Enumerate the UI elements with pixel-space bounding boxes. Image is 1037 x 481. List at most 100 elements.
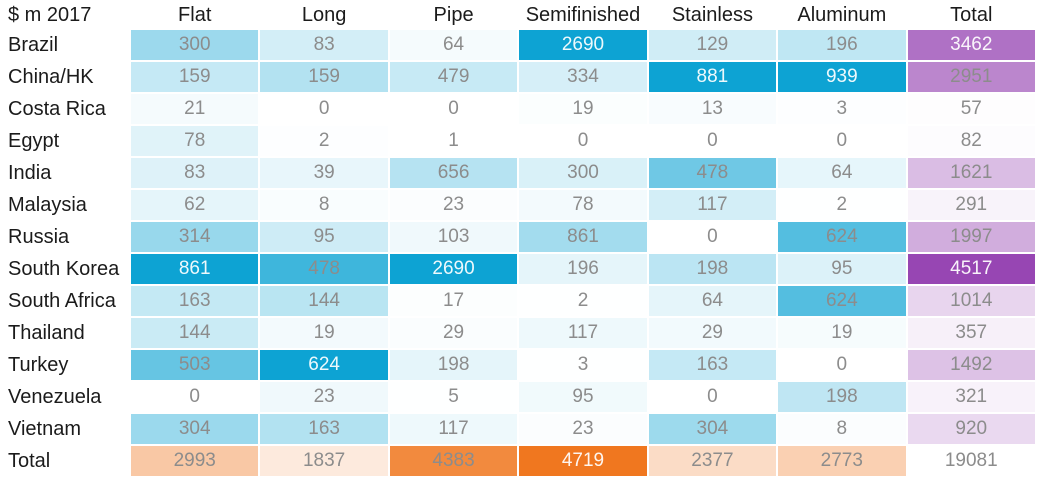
heatmap-cell: 19	[778, 318, 906, 348]
heatmap-cell: 57	[907, 94, 1035, 124]
heatmap-cell: 881	[648, 62, 777, 92]
table-row: Brazil 300 83 64 2690 129 196 3462	[2, 30, 1035, 60]
heatmap-cell: 196	[778, 30, 906, 60]
heatmap-cell: 19	[519, 94, 647, 124]
table-row: Malaysia 62 8 23 78 117 2 291	[2, 190, 1035, 220]
row-label: India	[2, 158, 129, 188]
column-header-stainless: Stainless	[671, 3, 753, 26]
heatmap-cell: 198	[389, 350, 518, 380]
heatmap-cell: 0	[260, 94, 388, 124]
table-row: Venezuela 0 23 5 95 0 198 321	[2, 382, 1035, 412]
heatmap-cell: 0	[648, 382, 777, 412]
heatmap-cell: 3	[519, 350, 647, 380]
heatmap-cell: 1	[389, 126, 518, 156]
row-label: Malaysia	[2, 190, 129, 220]
heatmap-cell: 503	[131, 350, 259, 380]
heatmap-cell: 19	[260, 318, 388, 348]
heatmap-cell: 1621	[907, 158, 1035, 188]
heatmap-cell: 129	[648, 30, 777, 60]
heatmap-cell: 19081	[907, 446, 1035, 476]
heatmap-cell: 159	[131, 62, 259, 92]
heatmap-cell: 163	[131, 286, 259, 316]
heatmap-cell: 198	[648, 254, 777, 284]
heatmap-cell: 29	[389, 318, 518, 348]
table-row: Vietnam 304 163 117 23 304 8 920	[2, 414, 1035, 444]
column-header-aluminum: Aluminum	[797, 3, 887, 26]
row-label: Egypt	[2, 126, 129, 156]
heatmap-cell: 1014	[907, 286, 1035, 316]
heatmap-cell: 0	[778, 126, 906, 156]
heatmap-cell: 478	[260, 254, 388, 284]
heatmap-cell: 2773	[778, 446, 906, 476]
heatmap-cell: 23	[260, 382, 388, 412]
heatmap-cell: 0	[389, 94, 518, 124]
heatmap-cell: 64	[778, 158, 906, 188]
heatmap-cell: 0	[648, 222, 777, 252]
table-row: India 83 39 656 300 478 64 1621	[2, 158, 1035, 188]
heatmap-cell: 2993	[131, 446, 259, 476]
row-label: Brazil	[2, 30, 129, 60]
row-label: Turkey	[2, 350, 129, 380]
heatmap-cell: 0	[519, 126, 647, 156]
heatmap-cell: 198	[778, 382, 906, 412]
unit-label: $ m 2017	[8, 3, 92, 26]
row-label: Vietnam	[2, 414, 129, 444]
heatmap-cell: 95	[260, 222, 388, 252]
heatmap-cell: 861	[131, 254, 259, 284]
heatmap-cell: 5	[389, 382, 518, 412]
heatmap-cell: 78	[519, 190, 647, 220]
heatmap-cell: 29	[648, 318, 777, 348]
table-row: China/HK 159 159 479 334 881 939 2951	[2, 62, 1035, 92]
heatmap-cell: 300	[131, 30, 259, 60]
row-label: Total	[2, 446, 129, 476]
heatmap-cell: 83	[131, 158, 259, 188]
heatmap-cell: 2	[519, 286, 647, 316]
heatmap-cell: 117	[648, 190, 777, 220]
heatmap-cell: 478	[648, 158, 777, 188]
heatmap-cell: 2377	[648, 446, 777, 476]
table-row: Thailand 144 19 29 117 29 19 357	[2, 318, 1035, 348]
heatmap-cell: 62	[131, 190, 259, 220]
heatmap-cell: 624	[778, 222, 906, 252]
heatmap-cell: 39	[260, 158, 388, 188]
column-header-semifinished: Semifinished	[525, 3, 641, 26]
heatmap-cell: 321	[907, 382, 1035, 412]
heatmap-cell: 3	[778, 94, 906, 124]
column-header-pipe: Pipe	[433, 3, 474, 26]
heatmap-cell: 163	[260, 414, 388, 444]
heatmap-cell: 314	[131, 222, 259, 252]
row-label: China/HK	[2, 62, 129, 92]
heatmap-cell: 304	[648, 414, 777, 444]
heatmap-cell: 196	[519, 254, 647, 284]
heatmap-cell: 920	[907, 414, 1035, 444]
heatmap-cell: 4719	[519, 446, 647, 476]
heatmap-cell: 95	[778, 254, 906, 284]
heatmap-cell: 0	[648, 126, 777, 156]
heatmap-cell: 939	[778, 62, 906, 92]
heatmap-cell: 4383	[389, 446, 518, 476]
table-row: Turkey 503 624 198 3 163 0 1492	[2, 350, 1035, 380]
heatmap-cell: 8	[260, 190, 388, 220]
heatmap-cell: 78	[131, 126, 259, 156]
heatmap-cell: 291	[907, 190, 1035, 220]
heatmap-cell: 357	[907, 318, 1035, 348]
header-row: $ m 2017 Flat Long Pipe Semifinished Stainle…	[2, 2, 1035, 28]
heatmap-cell: 159	[260, 62, 388, 92]
heatmap-cell: 0	[778, 350, 906, 380]
heatmap-cell: 117	[519, 318, 647, 348]
heatmap-cell: 334	[519, 62, 647, 92]
heatmap-cell: 23	[519, 414, 647, 444]
heatmap-cell: 8	[778, 414, 906, 444]
heatmap-cell: 624	[778, 286, 906, 316]
row-label: Costa Rica	[2, 94, 129, 124]
heatmap-cell: 117	[389, 414, 518, 444]
heatmap-cell: 2951	[907, 62, 1035, 92]
heatmap-cell: 304	[131, 414, 259, 444]
heatmap-cell: 2	[778, 190, 906, 220]
row-label: Venezuela	[2, 382, 129, 412]
heatmap-cell: 163	[648, 350, 777, 380]
heatmap-cell: 2690	[519, 30, 647, 60]
heatmap-cell: 95	[519, 382, 647, 412]
row-label: South Korea	[2, 254, 129, 284]
column-header-flat: Flat	[178, 3, 212, 26]
